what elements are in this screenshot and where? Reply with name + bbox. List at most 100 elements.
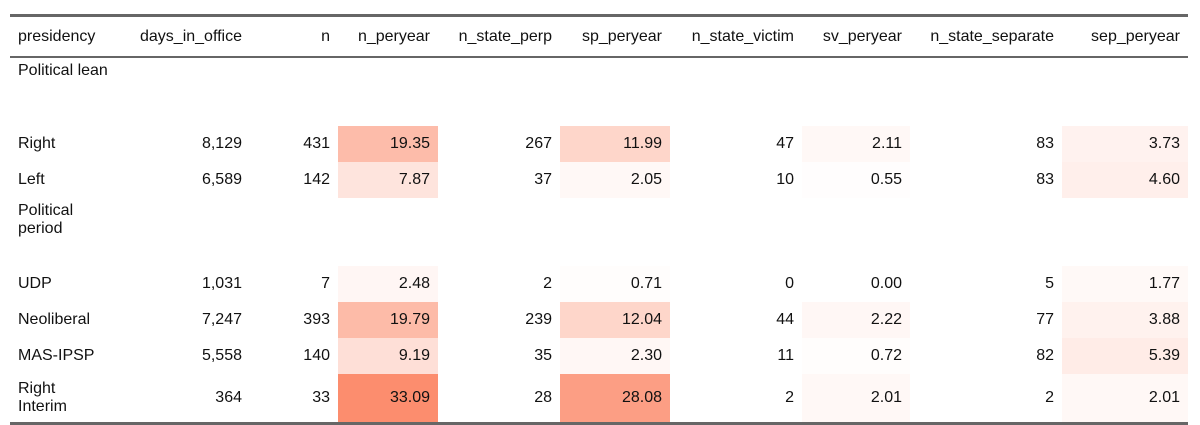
row-label: MAS-IPSP bbox=[18, 347, 95, 364]
table-row: Left 6,589 142 7.87 37 2.05 10 0.55 83 4.60 bbox=[10, 162, 1188, 198]
empty-cell bbox=[250, 57, 338, 126]
table-row: Right 8,129 431 19.35 267 11.99 47 2.11 83 3.73 bbox=[10, 126, 1188, 162]
column-header-n-peryear: n_peryear bbox=[357, 27, 430, 45]
cell-days-in-office: 5,558 bbox=[201, 347, 242, 364]
cell-days-in-office: 6,589 bbox=[201, 171, 242, 188]
empty-cell bbox=[802, 57, 910, 126]
cell-sp-peryear: 2.05 bbox=[560, 162, 670, 198]
column-header-n-state-separate: n_state_separate bbox=[930, 27, 1054, 45]
cell-n-state-perp: 267 bbox=[525, 135, 552, 152]
cell-n: 142 bbox=[303, 171, 330, 188]
cell-sp-peryear: 28.08 bbox=[560, 374, 670, 424]
empty-cell bbox=[802, 198, 910, 266]
cell-sv-peryear: 0.00 bbox=[802, 266, 910, 302]
cell-sep-peryear: 5.39 bbox=[1062, 338, 1188, 374]
cell-n-state-separate: 83 bbox=[1036, 135, 1054, 152]
cell-n-state-separate: 5 bbox=[1045, 275, 1054, 292]
empty-cell bbox=[560, 57, 670, 126]
row-label: Right bbox=[18, 135, 56, 152]
cell-n-state-perp: 37 bbox=[534, 171, 552, 188]
empty-cell bbox=[116, 57, 250, 126]
empty-cell bbox=[250, 198, 338, 266]
cell-days-in-office: 1,031 bbox=[201, 275, 242, 292]
cell-sv-peryear: 2.01 bbox=[802, 374, 910, 424]
cell-days-in-office: 7,247 bbox=[201, 311, 242, 328]
cell-n-peryear: 19.35 bbox=[338, 126, 438, 162]
column-header-n: n bbox=[321, 27, 330, 45]
group-header-row: Political lean bbox=[10, 57, 1188, 126]
cell-n-state-victim: 47 bbox=[776, 135, 794, 152]
cell-sv-peryear: 2.11 bbox=[802, 126, 910, 162]
row-label: Right Interim bbox=[18, 380, 67, 415]
cell-n-peryear: 2.48 bbox=[338, 266, 438, 302]
column-header-n-state-victim: n_state_victim bbox=[691, 27, 794, 45]
empty-cell bbox=[910, 57, 1062, 126]
cell-n-state-separate: 82 bbox=[1036, 347, 1054, 364]
table-header: presidency days_in_office n n_peryear n_stat… bbox=[10, 15, 1188, 57]
empty-cell bbox=[560, 198, 670, 266]
cell-n-state-victim: 2 bbox=[785, 389, 794, 406]
cell-sep-peryear: 4.60 bbox=[1062, 162, 1188, 198]
cell-days-in-office: 364 bbox=[215, 389, 242, 406]
empty-cell bbox=[438, 57, 560, 126]
cell-n-peryear: 9.19 bbox=[338, 338, 438, 374]
empty-cell bbox=[670, 57, 802, 126]
cell-n-state-perp: 239 bbox=[525, 311, 552, 328]
column-header-sp-peryear: sp_peryear bbox=[581, 27, 662, 45]
cell-n: 33 bbox=[312, 389, 330, 406]
cell-n-peryear: 7.87 bbox=[338, 162, 438, 198]
cell-sep-peryear: 3.73 bbox=[1062, 126, 1188, 162]
empty-cell bbox=[910, 198, 1062, 266]
cell-sep-peryear: 2.01 bbox=[1062, 374, 1188, 424]
empty-cell bbox=[338, 57, 438, 126]
cell-n: 431 bbox=[303, 135, 330, 152]
group-label: Political period bbox=[18, 202, 74, 237]
column-header-presidency: presidency bbox=[18, 27, 96, 45]
cell-sep-peryear: 3.88 bbox=[1062, 302, 1188, 338]
empty-cell bbox=[670, 198, 802, 266]
cell-n-state-victim: 11 bbox=[777, 347, 794, 364]
summary-table: presidency days_in_office n n_peryear n_stat… bbox=[10, 14, 1188, 425]
row-label: Left bbox=[18, 171, 45, 188]
cell-sp-peryear: 12.04 bbox=[560, 302, 670, 338]
row-label: UDP bbox=[18, 275, 52, 292]
cell-n-state-perp: 2 bbox=[543, 275, 552, 292]
cell-sp-peryear: 2.30 bbox=[560, 338, 670, 374]
empty-cell bbox=[338, 198, 438, 266]
cell-n: 7 bbox=[321, 275, 330, 292]
table-row: Right Interim 364 33 33.09 28 28.08 2 2.01 2 2.01 bbox=[10, 374, 1188, 424]
empty-cell bbox=[438, 198, 560, 266]
cell-n: 393 bbox=[303, 311, 330, 328]
empty-cell bbox=[1062, 198, 1188, 266]
table-row: UDP 1,031 7 2.48 2 0.71 0 0.00 5 1.77 bbox=[10, 266, 1188, 302]
cell-days-in-office: 8,129 bbox=[201, 135, 242, 152]
cell-n-peryear: 33.09 bbox=[338, 374, 438, 424]
empty-cell bbox=[1062, 57, 1188, 126]
table-row: MAS-IPSP 5,558 140 9.19 35 2.30 11 0.72 82 5.39 bbox=[10, 338, 1188, 374]
group-header-row: Political period bbox=[10, 198, 1188, 266]
table-body: Political lean Right 8,129 431 19.35 267 11.99… bbox=[10, 57, 1188, 424]
group-label: Political lean bbox=[18, 62, 108, 79]
cell-n-state-victim: 10 bbox=[776, 171, 794, 188]
column-header-sep-peryear: sep_peryear bbox=[1091, 27, 1180, 45]
table-row: Neoliberal 7,247 393 19.79 239 12.04 44 2.22 77 3… bbox=[10, 302, 1188, 338]
cell-n: 140 bbox=[303, 347, 330, 364]
cell-sp-peryear: 11.99 bbox=[560, 126, 670, 162]
cell-n-state-separate: 77 bbox=[1036, 311, 1054, 328]
cell-n-state-separate: 2 bbox=[1045, 389, 1054, 406]
cell-sv-peryear: 0.55 bbox=[802, 162, 910, 198]
cell-sp-peryear: 0.71 bbox=[560, 266, 670, 302]
column-header-days-in-office: days_in_office bbox=[140, 27, 242, 45]
cell-n-state-victim: 0 bbox=[785, 275, 794, 292]
column-header-sv-peryear: sv_peryear bbox=[822, 27, 902, 45]
cell-n-peryear: 19.79 bbox=[338, 302, 438, 338]
cell-n-state-perp: 35 bbox=[534, 347, 552, 364]
header-row: presidency days_in_office n n_peryear n_stat… bbox=[10, 15, 1188, 57]
cell-sv-peryear: 2.22 bbox=[802, 302, 910, 338]
cell-sep-peryear: 1.77 bbox=[1062, 266, 1188, 302]
cell-n-state-separate: 83 bbox=[1036, 171, 1054, 188]
cell-n-state-victim: 44 bbox=[776, 311, 794, 328]
cell-sv-peryear: 0.72 bbox=[802, 338, 910, 374]
column-header-n-state-perp: n_state_perp bbox=[458, 27, 552, 45]
row-label: Neoliberal bbox=[18, 311, 91, 328]
